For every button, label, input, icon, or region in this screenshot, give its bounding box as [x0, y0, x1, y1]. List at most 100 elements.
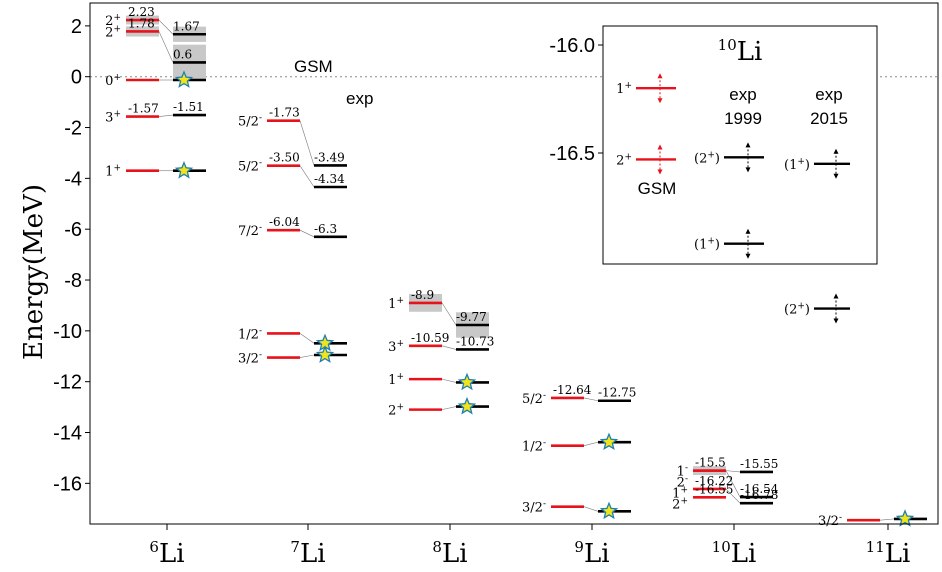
level-connector: [583, 397, 599, 402]
exp-energy-label: -16.78: [740, 488, 778, 502]
inset-spin-label: (2+): [694, 150, 720, 166]
level-connector: [441, 302, 457, 326]
spin-label: 2+: [105, 24, 121, 40]
y-tick-label: -14: [53, 423, 82, 445]
inset-plot: -16.0 -16.5 10Li GSM 1+ 2+ exp 1999 (2+) (1+) exp 2…: [549, 25, 878, 324]
spin-label: 1/2-: [522, 439, 546, 455]
level-connector: [299, 120, 315, 166]
level-connector: [441, 345, 457, 350]
inset-title: 10Li: [718, 36, 763, 67]
exp-energy-label: -6.3: [314, 222, 337, 236]
isotope-label: 10Li: [712, 538, 757, 569]
spin-label: 2+: [388, 403, 404, 419]
inset-spin-label: 1+: [616, 81, 632, 97]
isotope-6li: 6Li 2+ 2.23 2+ 1.78 0+ 3+ -1.57 1+ 1.67 0.6 -1.51: [105, 5, 206, 569]
inset-error-arrow-down: [833, 173, 839, 179]
exp-energy-label: -10.73: [456, 334, 494, 348]
star-marker: [174, 70, 194, 88]
gsm-energy-label: -6.04: [269, 215, 300, 229]
level-connector: [299, 165, 315, 188]
level-connector: [725, 470, 741, 498]
spin-label: 2+: [105, 13, 121, 29]
y-tick-label: -16: [53, 473, 82, 495]
inset-frame: [602, 25, 878, 265]
isotope-7li: 7Li 5/2- -1.73 5/2- -3.50 7/2- -6.04 1/2- 3/2- -3…: [238, 106, 347, 569]
level-connector: [299, 333, 315, 344]
level-connector: [158, 19, 174, 35]
isotope-9li: 9Li 5/2- -12.64 1/2- 3/2- -12.75: [522, 383, 636, 569]
gsm-energy-label: -1.73: [269, 106, 300, 120]
inset-spin-label: (1+): [694, 237, 720, 253]
inset-error-arrow-down: [745, 167, 751, 173]
main-frame: [89, 2, 939, 525]
isotope-11li: 11Li 3/2-: [818, 509, 927, 569]
exp-model-label: exp: [346, 89, 373, 108]
exp-energy-label: -9.77: [456, 310, 487, 324]
spin-label: 5/2-: [238, 114, 262, 130]
inset-column-title: 1999: [724, 109, 762, 128]
level-connector: [583, 506, 599, 512]
spin-label: 5/2-: [238, 159, 262, 175]
star-marker: [599, 501, 619, 520]
isotope-label: 11Li: [866, 538, 911, 569]
gsm-energy-label: 2.23: [128, 5, 155, 19]
spin-label: 1-: [677, 464, 688, 480]
spin-label: 7/2-: [238, 223, 262, 239]
inset-column-title: exp: [815, 85, 842, 104]
gsm-energy-label: -1.57: [128, 102, 159, 116]
gsm-energy-label: -16.55: [695, 482, 733, 496]
star-marker: [457, 396, 477, 415]
gsm-energy-label: -16.22: [695, 474, 733, 488]
spin-label: 1+: [105, 164, 121, 180]
inset-error-arrow-up: [657, 73, 663, 79]
spin-label: 3/2-: [522, 500, 546, 516]
exp-energy-label: 1.67: [173, 19, 200, 33]
level-connector: [158, 31, 174, 63]
spin-label: 1/2-: [238, 326, 262, 342]
inset-y-tick-label: -16.5: [549, 143, 595, 165]
spin-label: 3/2-: [818, 513, 842, 529]
inset-error-arrow-down: [657, 169, 663, 175]
exp-energy-label: -15.55: [740, 457, 778, 471]
level-connector: [441, 406, 457, 410]
level-connector: [299, 229, 315, 238]
inset-column: GSM 1+ 2+: [616, 73, 676, 198]
inset-error-arrow-up: [657, 144, 663, 150]
inset-error-arrow-down: [833, 318, 839, 324]
spin-label: 2+: [672, 497, 688, 513]
spin-label: 1+: [388, 372, 404, 388]
inset-column: exp 2015 (1+) (2+): [784, 85, 850, 324]
inset-column: exp 1999 (2+) (1+): [694, 85, 764, 259]
level-connector: [725, 470, 741, 473]
inset-error-arrow-down: [745, 253, 751, 259]
isotope-label: 8Li: [432, 538, 467, 569]
gsm-energy-label: -12.64: [553, 383, 592, 397]
inset-spin-label: (2+): [784, 302, 810, 318]
isotope-10li: 10Li 1- -15.5 2-1+ -16.22 2+ -16.55 -15.55 -16.5…: [672, 456, 779, 569]
spin-label: 2-: [677, 475, 688, 491]
star-marker: [599, 432, 619, 450]
inset-y-tick-label: -16.0: [549, 35, 595, 57]
y-tick-label: -2: [64, 118, 82, 140]
isotope-label: 7Li: [290, 538, 325, 569]
inset-error-arrow-up: [745, 228, 751, 234]
exp-energy-label: 0.6: [173, 47, 192, 61]
gsm-model-label: GSM: [294, 57, 333, 76]
inset-error-arrow-up: [745, 142, 751, 148]
main-plot: 2 0 -2 -4 -6 -8 -10 -12 -14 -16 6Li 2+ 2.23 2+ 1.78 0+ 3…: [53, 2, 939, 569]
inset-column-title: exp: [729, 85, 756, 104]
y-tick-label: -6: [64, 219, 82, 241]
spin-label: 3+: [105, 110, 121, 126]
level-connector: [725, 488, 741, 504]
inset-spin-label: 2+: [616, 152, 632, 168]
gsm-energy-label: 1.78: [128, 16, 155, 30]
exp-energy-label: -1.51: [173, 100, 204, 114]
inset-error-arrow-down: [657, 98, 663, 104]
inset-error-arrow-up: [833, 148, 839, 154]
star-marker: [457, 372, 477, 391]
isotope-label: 6Li: [149, 538, 184, 569]
level-connector: [583, 441, 599, 447]
spin-label: 1+: [388, 296, 404, 312]
y-tick-label: 0: [71, 67, 82, 89]
